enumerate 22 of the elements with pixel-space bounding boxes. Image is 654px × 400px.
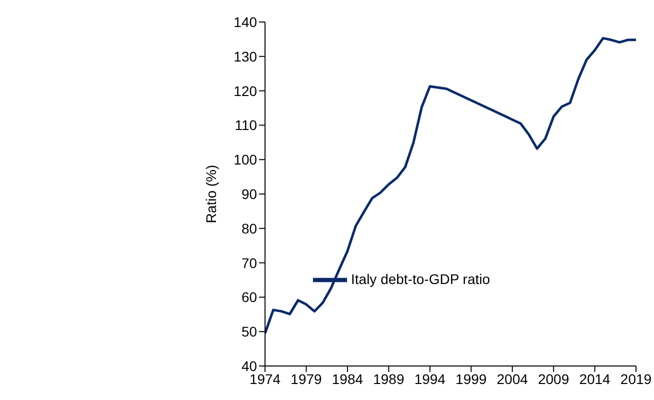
x-tick-label: 2009 — [538, 370, 570, 387]
y-tick-label: 50 — [241, 324, 258, 340]
y-tick-label: 120 — [234, 82, 258, 99]
y-tick-label: 60 — [241, 289, 258, 306]
y-axis-title: Ratio (%) — [203, 164, 219, 224]
x-tick-label: 1984 — [332, 370, 364, 387]
y-tick-label: 90 — [241, 186, 258, 202]
x-tick-label: 2014 — [579, 370, 611, 387]
x-tick-label: 1989 — [373, 370, 404, 387]
y-tick-label: 140 — [234, 14, 258, 30]
y-tick-label: 80 — [241, 220, 258, 236]
x-tick-label: 2004 — [496, 370, 528, 387]
x-tick-label: 2019 — [620, 370, 652, 387]
x-tick-label: 1994 — [414, 370, 446, 387]
y-tick-label: 130 — [234, 48, 258, 64]
y-tick-label: 110 — [234, 117, 258, 134]
line-series — [265, 36, 636, 335]
x-tick-label: 1979 — [290, 370, 322, 387]
legend-label: Italy debt-to-GDP ratio — [351, 271, 490, 288]
x-tick-label: 1999 — [456, 370, 487, 387]
y-tick-label: 100 — [234, 152, 258, 168]
y-tick-label: 70 — [241, 254, 258, 271]
